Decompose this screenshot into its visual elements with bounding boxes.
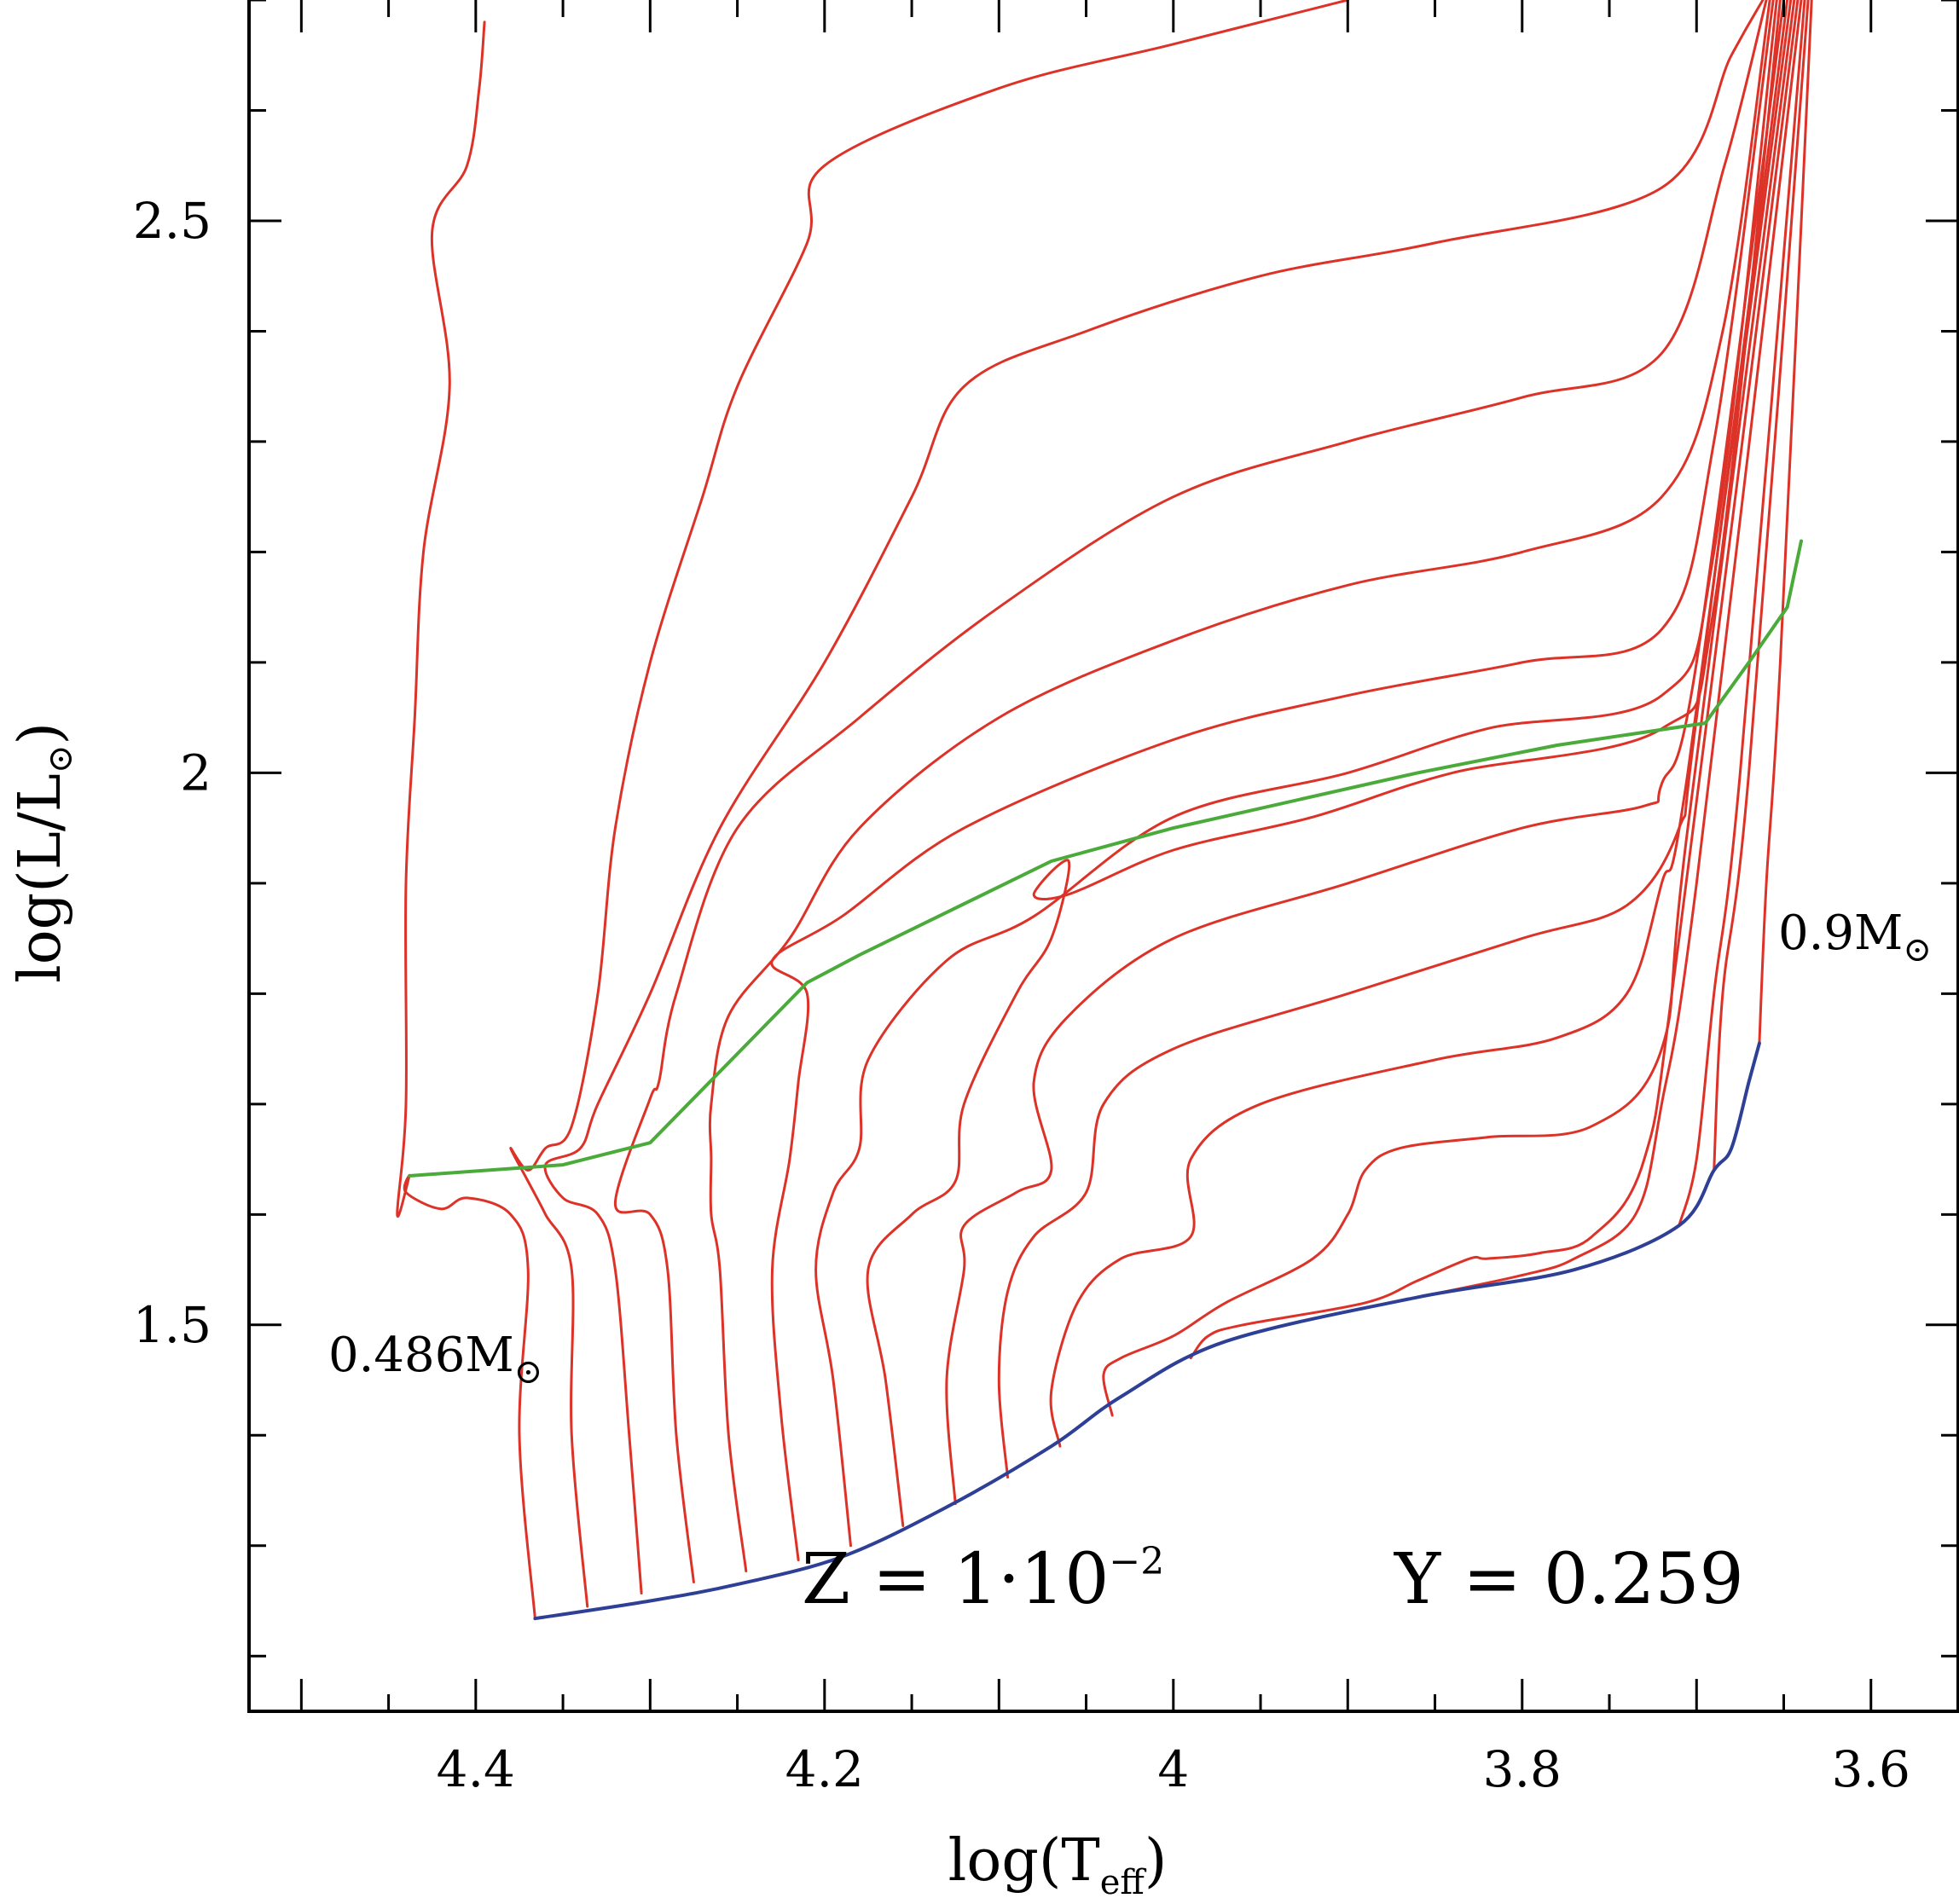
y-axis-title-sub: ⊙ bbox=[41, 745, 80, 774]
track-0.85 bbox=[1713, 0, 1810, 1172]
track-0.50 bbox=[509, 0, 1349, 1608]
low-mass-label: 0.486M⊙ bbox=[328, 1328, 542, 1392]
zahb-line bbox=[533, 1041, 1761, 1621]
track-0.58 bbox=[770, 0, 1775, 1562]
zahb-layer bbox=[533, 1041, 1761, 1621]
y-axis-title: log(L/L⊙) bbox=[7, 722, 80, 983]
track-0.56 bbox=[708, 0, 1771, 1573]
track-0.62 bbox=[866, 0, 1782, 1527]
track-0.60 bbox=[814, 0, 1778, 1548]
low-mass-value: 0.486M bbox=[328, 1328, 514, 1383]
track-0.52 bbox=[543, 0, 1765, 1594]
low-mass-sun-symbol: ⊙ bbox=[514, 1352, 543, 1392]
track-0.64 bbox=[945, 0, 1785, 1506]
y-axis-title-close: ) bbox=[7, 722, 74, 745]
track-0.68 bbox=[1049, 0, 1793, 1448]
track-0.80 bbox=[1678, 0, 1806, 1227]
x-tick-label-4: 4 bbox=[1157, 1740, 1189, 1798]
high-mass-sun-symbol: ⊙ bbox=[1903, 930, 1932, 969]
y-tick-label-1.5: 1.5 bbox=[133, 1296, 212, 1354]
x-tick-label-4.4: 4.4 bbox=[437, 1740, 515, 1798]
y-tick-label-2.5: 2.5 bbox=[133, 192, 212, 250]
metallicity-label: Z = 1·10−2 bbox=[802, 1539, 1164, 1620]
metallicity-value: Z = 1·10 bbox=[802, 1539, 1109, 1620]
track-0.70 bbox=[1102, 0, 1796, 1417]
high-mass-value: 0.9M bbox=[1778, 906, 1903, 961]
x-axis-title-main: log(T bbox=[948, 1827, 1100, 1895]
metallicity-exponent: −2 bbox=[1109, 1540, 1164, 1583]
green-locus-layer bbox=[408, 539, 1803, 1178]
plot-frame bbox=[247, 0, 1959, 1713]
high-mass-label: 0.9M⊙ bbox=[1778, 906, 1932, 969]
evolutionary-tracks bbox=[396, 0, 1813, 1620]
x-axis-title-close: ) bbox=[1145, 1827, 1168, 1895]
x-tick-label-4.2: 4.2 bbox=[785, 1740, 864, 1798]
y-axis-title-main: log(L/L bbox=[7, 773, 74, 983]
x-tick-label-3.8: 3.8 bbox=[1483, 1740, 1562, 1798]
track-0.486 bbox=[396, 20, 536, 1620]
helium-label: Y = 0.259 bbox=[1394, 1539, 1744, 1620]
green-locus-line bbox=[408, 539, 1803, 1178]
track-0.54 bbox=[613, 0, 1768, 1583]
track-0.75 bbox=[1416, 0, 1803, 1299]
y-tick-label-2: 2 bbox=[180, 744, 212, 802]
x-tick-label-3.6: 3.6 bbox=[1832, 1740, 1910, 1798]
track-0.90 bbox=[1758, 0, 1813, 1045]
x-axis-title: log(Teff) bbox=[948, 1827, 1168, 1902]
axis-ticks bbox=[249, 0, 1958, 1711]
track-0.66 bbox=[997, 0, 1789, 1479]
x-axis-title-sub: eff bbox=[1100, 1863, 1147, 1902]
